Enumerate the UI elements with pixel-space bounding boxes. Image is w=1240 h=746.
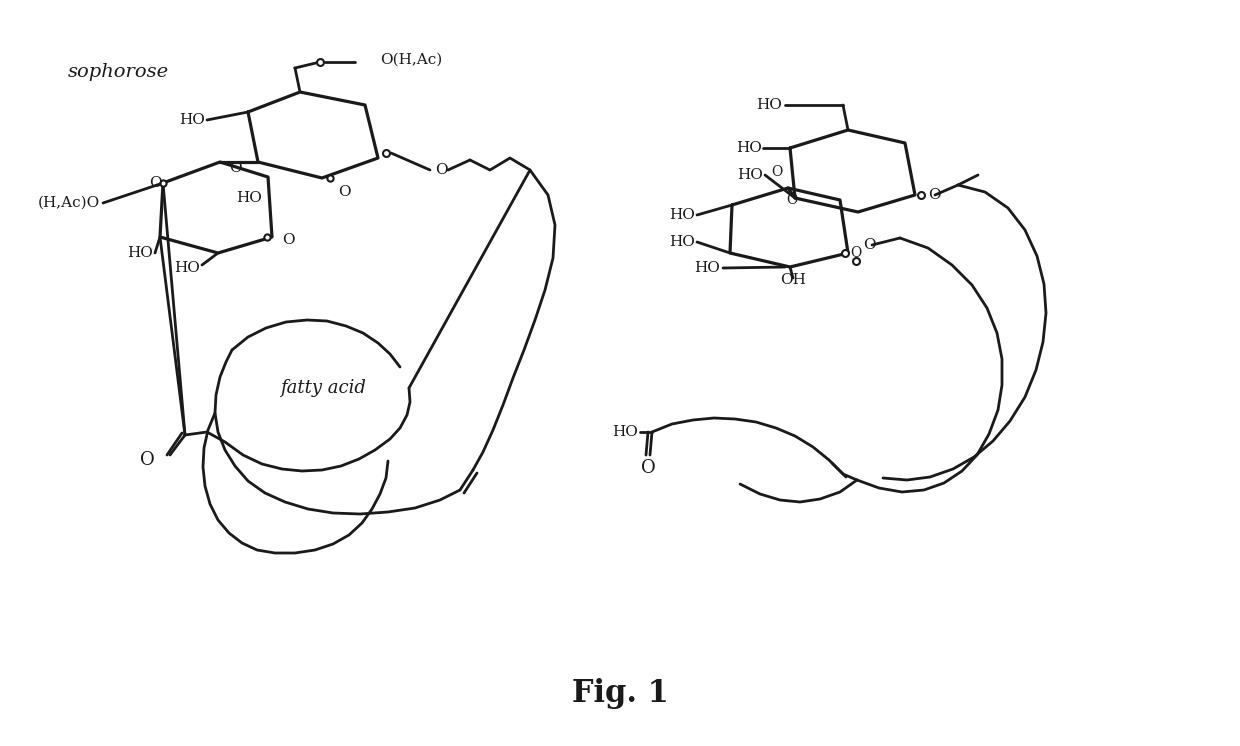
Text: HO: HO (670, 208, 694, 222)
Text: O: O (435, 163, 448, 177)
Text: HO: HO (179, 113, 205, 127)
Text: O: O (863, 238, 875, 252)
Text: HO: HO (737, 141, 763, 155)
Text: sophorose: sophorose (68, 63, 169, 81)
Text: HO: HO (174, 261, 200, 275)
Text: HO: HO (613, 425, 639, 439)
Text: O: O (228, 161, 242, 175)
Text: HO: HO (694, 261, 720, 275)
Text: O: O (140, 451, 155, 469)
Text: (H,Ac)O: (H,Ac)O (37, 196, 100, 210)
Text: HO: HO (756, 98, 782, 112)
Text: O: O (849, 246, 862, 260)
Text: O: O (641, 459, 656, 477)
Text: O: O (771, 165, 782, 179)
Text: O(H,Ac): O(H,Ac) (379, 53, 443, 67)
Text: HO: HO (670, 235, 694, 249)
Text: O: O (928, 188, 941, 202)
Text: O: O (149, 176, 162, 190)
Text: fatty acid: fatty acid (280, 379, 366, 397)
Text: Fig. 1: Fig. 1 (572, 678, 668, 709)
Text: O: O (339, 185, 351, 199)
Text: O: O (786, 193, 797, 207)
Text: OH: OH (780, 273, 806, 287)
Text: O: O (281, 233, 295, 247)
Text: HO: HO (128, 246, 153, 260)
Text: HO: HO (737, 168, 763, 182)
Text: HO: HO (236, 191, 262, 205)
